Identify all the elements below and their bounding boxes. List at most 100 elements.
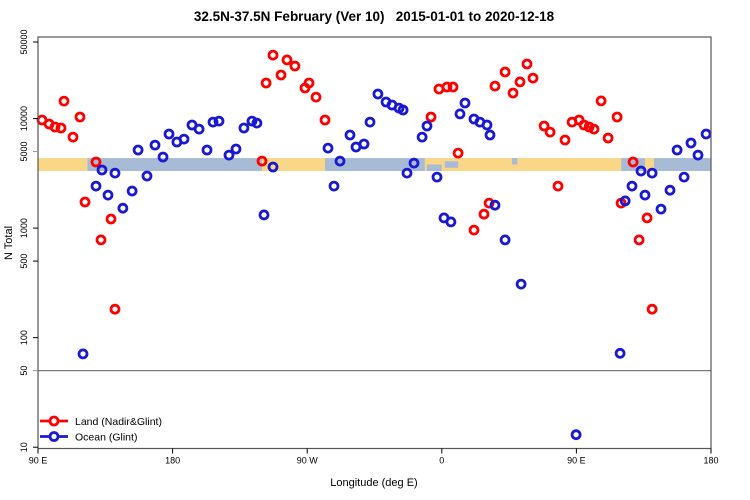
plot-border bbox=[37, 36, 712, 450]
data-point-ocean bbox=[484, 129, 496, 141]
data-point-ocean bbox=[459, 97, 471, 109]
y-tick-label: 50000 bbox=[19, 29, 29, 54]
coast-band-segment-ocean bbox=[654, 158, 711, 172]
coast-band-segment-ocean bbox=[87, 158, 263, 172]
data-point-ocean bbox=[664, 184, 676, 196]
axis-ticks: 90 E 180 90 W 0 90 E 180 50000 10000 5000 1000 500… bbox=[19, 29, 719, 465]
data-point-ocean bbox=[213, 115, 225, 127]
coast-band-ocean-patch bbox=[512, 158, 518, 165]
data-point-land bbox=[303, 77, 315, 89]
data-point-ocean bbox=[619, 195, 631, 207]
data-point-ocean bbox=[90, 180, 102, 192]
data-point-land bbox=[267, 49, 279, 61]
data-point-ocean bbox=[132, 144, 144, 156]
data-point-ocean bbox=[77, 348, 89, 360]
data-point-land bbox=[447, 81, 459, 93]
data-point-land bbox=[521, 58, 533, 70]
data-point-ocean bbox=[416, 131, 428, 143]
x-tick-label: 90 W bbox=[297, 456, 319, 466]
data-point-ocean bbox=[344, 129, 356, 141]
data-point-land bbox=[452, 147, 464, 159]
coast-band-segment-ocean bbox=[324, 158, 425, 172]
series-land bbox=[36, 49, 658, 315]
data-point-land bbox=[105, 213, 117, 225]
data-point-ocean bbox=[328, 180, 340, 192]
data-point-land bbox=[602, 132, 614, 144]
data-point-land bbox=[595, 95, 607, 107]
data-point-land bbox=[489, 80, 501, 92]
x-tick-label: 180 bbox=[165, 456, 180, 466]
legend-marker-ocean-icon bbox=[48, 431, 60, 442]
data-point-land bbox=[646, 303, 658, 315]
data-point-ocean bbox=[149, 139, 161, 151]
y-tick-label: 5000 bbox=[19, 142, 29, 162]
data-point-ocean bbox=[334, 155, 346, 167]
y-tick-label: 100 bbox=[19, 330, 29, 345]
data-point-ocean bbox=[685, 137, 697, 149]
data-point-ocean bbox=[700, 128, 712, 140]
data-point-ocean bbox=[655, 203, 667, 215]
data-point-ocean bbox=[201, 144, 213, 156]
y-axis-label: N Total bbox=[3, 226, 15, 260]
data-point-land bbox=[478, 208, 490, 220]
data-point-ocean bbox=[267, 161, 279, 173]
data-point-ocean bbox=[258, 209, 270, 221]
data-point-land bbox=[95, 234, 107, 246]
data-point-ocean bbox=[646, 167, 658, 179]
data-point-ocean bbox=[454, 108, 466, 120]
data-point-ocean bbox=[223, 149, 235, 161]
data-point-ocean bbox=[207, 116, 219, 128]
data-point-land bbox=[281, 54, 293, 66]
coast-band-segment-land bbox=[645, 158, 655, 172]
data-point-ocean bbox=[639, 189, 651, 201]
data-point-ocean bbox=[109, 167, 121, 179]
data-point-land bbox=[49, 121, 61, 133]
coast-band-segment-land bbox=[424, 158, 622, 172]
data-point-ocean bbox=[635, 165, 647, 177]
x-tick-label: 0 bbox=[439, 456, 444, 466]
data-point-land bbox=[275, 69, 287, 81]
data-point-land bbox=[319, 114, 331, 126]
y-tick-label: 1000 bbox=[19, 218, 29, 238]
coast-band-ocean-patch bbox=[426, 164, 442, 172]
data-point-land bbox=[507, 87, 519, 99]
data-point-ocean bbox=[515, 278, 527, 290]
data-point-land bbox=[90, 156, 102, 168]
x-tick-label: 180 bbox=[703, 456, 718, 466]
legend-entry-land: Land (Nadir&Glint) bbox=[40, 415, 162, 428]
data-point-ocean bbox=[117, 202, 129, 214]
data-point-ocean bbox=[614, 347, 626, 359]
data-point-land bbox=[55, 122, 67, 134]
data-point-land bbox=[441, 81, 453, 93]
data-point-ocean bbox=[397, 104, 409, 116]
x-tick-label: 90 E bbox=[567, 456, 586, 466]
data-points bbox=[36, 49, 712, 441]
data-point-ocean bbox=[671, 144, 683, 156]
data-point-land bbox=[552, 180, 564, 192]
legend-marker-land-icon bbox=[48, 415, 60, 427]
data-point-ocean bbox=[163, 128, 175, 140]
data-point-land bbox=[527, 72, 539, 84]
legend-label-ocean: Ocean (Glint) bbox=[75, 432, 137, 444]
data-point-land bbox=[256, 155, 268, 167]
coast-band-ocean-patch bbox=[444, 161, 459, 168]
data-point-ocean bbox=[431, 171, 443, 183]
data-point-ocean bbox=[408, 157, 420, 169]
data-point-ocean bbox=[126, 185, 138, 197]
legend: Land (Nadir&Glint) Ocean (Glint) bbox=[40, 415, 162, 444]
y-tick-label: 10000 bbox=[19, 106, 29, 131]
data-point-land bbox=[67, 131, 79, 143]
data-point-land bbox=[627, 156, 639, 168]
coast-band-segment-land bbox=[38, 158, 88, 172]
data-point-ocean bbox=[193, 123, 205, 135]
data-point-ocean bbox=[358, 138, 370, 150]
data-point-ocean bbox=[570, 429, 582, 441]
data-point-land bbox=[289, 60, 301, 72]
data-point-land bbox=[559, 134, 571, 146]
coast-band-segment-ocean bbox=[621, 158, 646, 172]
data-point-land bbox=[260, 77, 272, 89]
coast-band bbox=[38, 158, 711, 172]
data-point-ocean bbox=[372, 88, 384, 100]
